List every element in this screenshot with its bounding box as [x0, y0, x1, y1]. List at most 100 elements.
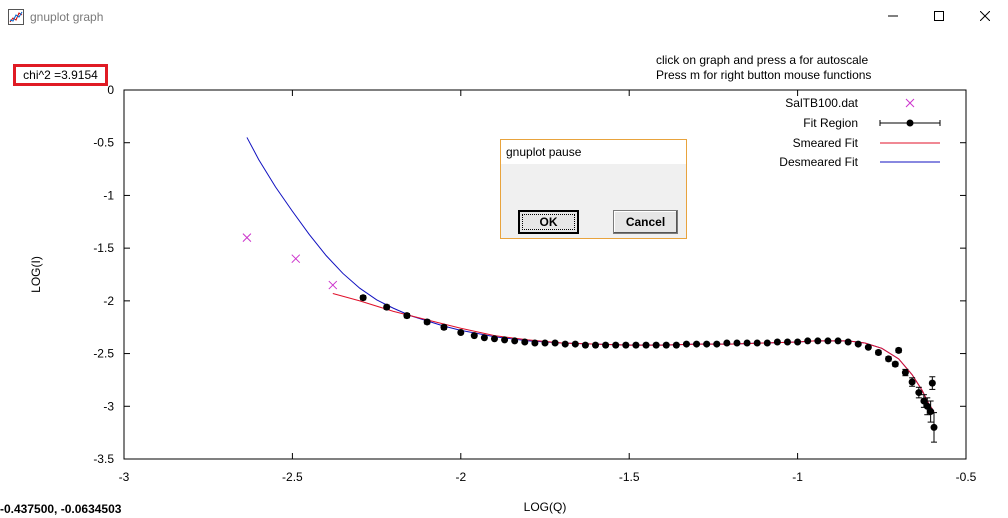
legend-label: Fit Region — [803, 116, 858, 130]
fit-region-point — [713, 340, 721, 348]
fit-region-point — [682, 340, 690, 348]
fit-region-point — [622, 341, 630, 349]
fit-region-point — [571, 340, 579, 348]
fit-region-point — [733, 339, 741, 347]
fit-region-point — [541, 339, 549, 347]
legend-label: Smeared Fit — [793, 136, 859, 150]
fit-region-point — [763, 339, 771, 347]
legend-label: Desmeared Fit — [779, 155, 858, 169]
autoscale-hint: click on graph and press a for autoscale — [656, 53, 869, 67]
fit-region-point — [457, 328, 465, 336]
y-tick-label: -1 — [103, 188, 114, 202]
fit-region-point — [743, 339, 751, 347]
x-axis-label: LOG(Q) — [524, 500, 567, 514]
dialog-title: gnuplot pause — [501, 140, 686, 164]
fit-region-point — [723, 339, 731, 347]
fit-region-point — [927, 408, 935, 416]
x-tick-label: -0.5 — [956, 470, 977, 484]
fit-region-point — [592, 341, 600, 349]
y-tick-label: -3 — [103, 399, 114, 413]
y-axis-label: LOG(I) — [29, 256, 43, 293]
maximize-icon — [934, 11, 944, 21]
fit-region-point — [501, 336, 509, 344]
title-bar: gnuplot graph — [0, 0, 1008, 34]
ok-button[interactable]: OK — [518, 210, 579, 234]
fit-region-point — [920, 397, 928, 405]
fit-region-point — [693, 340, 701, 348]
y-tick-label: 0 — [107, 83, 114, 97]
fit-region-point — [470, 332, 478, 340]
y-tick-label: -2.5 — [93, 347, 114, 361]
fit-region-point — [844, 338, 852, 346]
saltb100-data-point — [328, 280, 338, 290]
fit-region-point — [923, 402, 931, 410]
legend-label: SalTB100.dat — [785, 96, 858, 110]
fit-region-point — [581, 341, 589, 349]
plot-frame — [123, 89, 967, 460]
fit-region-point — [885, 355, 893, 363]
fit-region-point — [511, 337, 519, 345]
close-icon — [980, 11, 990, 21]
fit-region-point — [602, 341, 610, 349]
fit-region-point — [891, 360, 899, 368]
fit-region-point — [612, 341, 620, 349]
x-tick-label: -2.5 — [282, 470, 303, 484]
fit-region-point — [480, 334, 488, 342]
fit-region-point — [824, 337, 832, 345]
fit-region-point — [551, 339, 559, 347]
saltb100-data-point — [291, 254, 301, 264]
legend-data-marker — [905, 98, 915, 108]
y-tick-label: -1.5 — [93, 241, 114, 255]
fit-region-point — [672, 341, 680, 349]
fit-region-point — [804, 337, 812, 345]
fit-region-point — [864, 343, 872, 351]
fit-region-point — [908, 378, 916, 386]
minimize-icon — [888, 15, 898, 17]
mouse-coordinates: -0.437500, -0.0634503 — [0, 502, 122, 516]
gnuplot-pause-dialog: gnuplot pause OK Cancel — [500, 139, 687, 239]
fit-region-point — [531, 339, 539, 347]
x-tick-label: -2 — [455, 470, 466, 484]
fit-region-point — [642, 341, 650, 349]
cancel-button[interactable]: Cancel — [613, 210, 678, 234]
fit-region-point — [652, 341, 660, 349]
chi-squared-label: chi^2 =3.9154 — [13, 64, 108, 86]
fit-region-point — [359, 294, 367, 302]
x-tick-label: -1 — [792, 470, 803, 484]
fit-region-point — [561, 340, 569, 348]
minimize-button[interactable] — [870, 2, 916, 30]
fit-region-point — [854, 340, 862, 348]
fit-region-point — [423, 318, 431, 326]
fit-region-point — [662, 341, 670, 349]
fit-region-point — [521, 338, 529, 346]
fit-region-point — [490, 335, 498, 343]
fit-region-point — [632, 341, 640, 349]
x-tick-label: -3 — [119, 470, 130, 484]
mouse-functions-hint: Press m for right button mouse functions — [656, 68, 872, 82]
fit-region-point — [703, 340, 711, 348]
legend-fit-point — [906, 119, 914, 127]
fit-region-point — [814, 337, 822, 345]
close-button[interactable] — [962, 2, 1008, 30]
x-tick-label: -1.5 — [619, 470, 640, 484]
fit-region-point — [773, 338, 781, 346]
fit-region-point — [915, 389, 923, 397]
fit-region-point — [783, 338, 791, 346]
fit-region-point — [794, 338, 802, 346]
fit-region-point — [834, 337, 842, 345]
fit-region-point — [753, 339, 761, 347]
smeared-fit-line — [332, 292, 935, 412]
gnuplot-app-icon[interactable] — [8, 9, 24, 30]
fit-region-point — [901, 369, 909, 377]
y-tick-label: -0.5 — [93, 136, 114, 150]
window-title: gnuplot graph — [30, 10, 104, 24]
fit-region-point — [440, 323, 448, 331]
maximize-button[interactable] — [916, 2, 962, 30]
y-tick-label: -2 — [103, 294, 114, 308]
fit-region-point — [403, 312, 411, 320]
saltb100-data-point — [242, 233, 252, 242]
fit-region-point — [874, 349, 882, 357]
fit-region-point — [895, 346, 903, 354]
y-tick-label: -3.5 — [93, 452, 114, 466]
